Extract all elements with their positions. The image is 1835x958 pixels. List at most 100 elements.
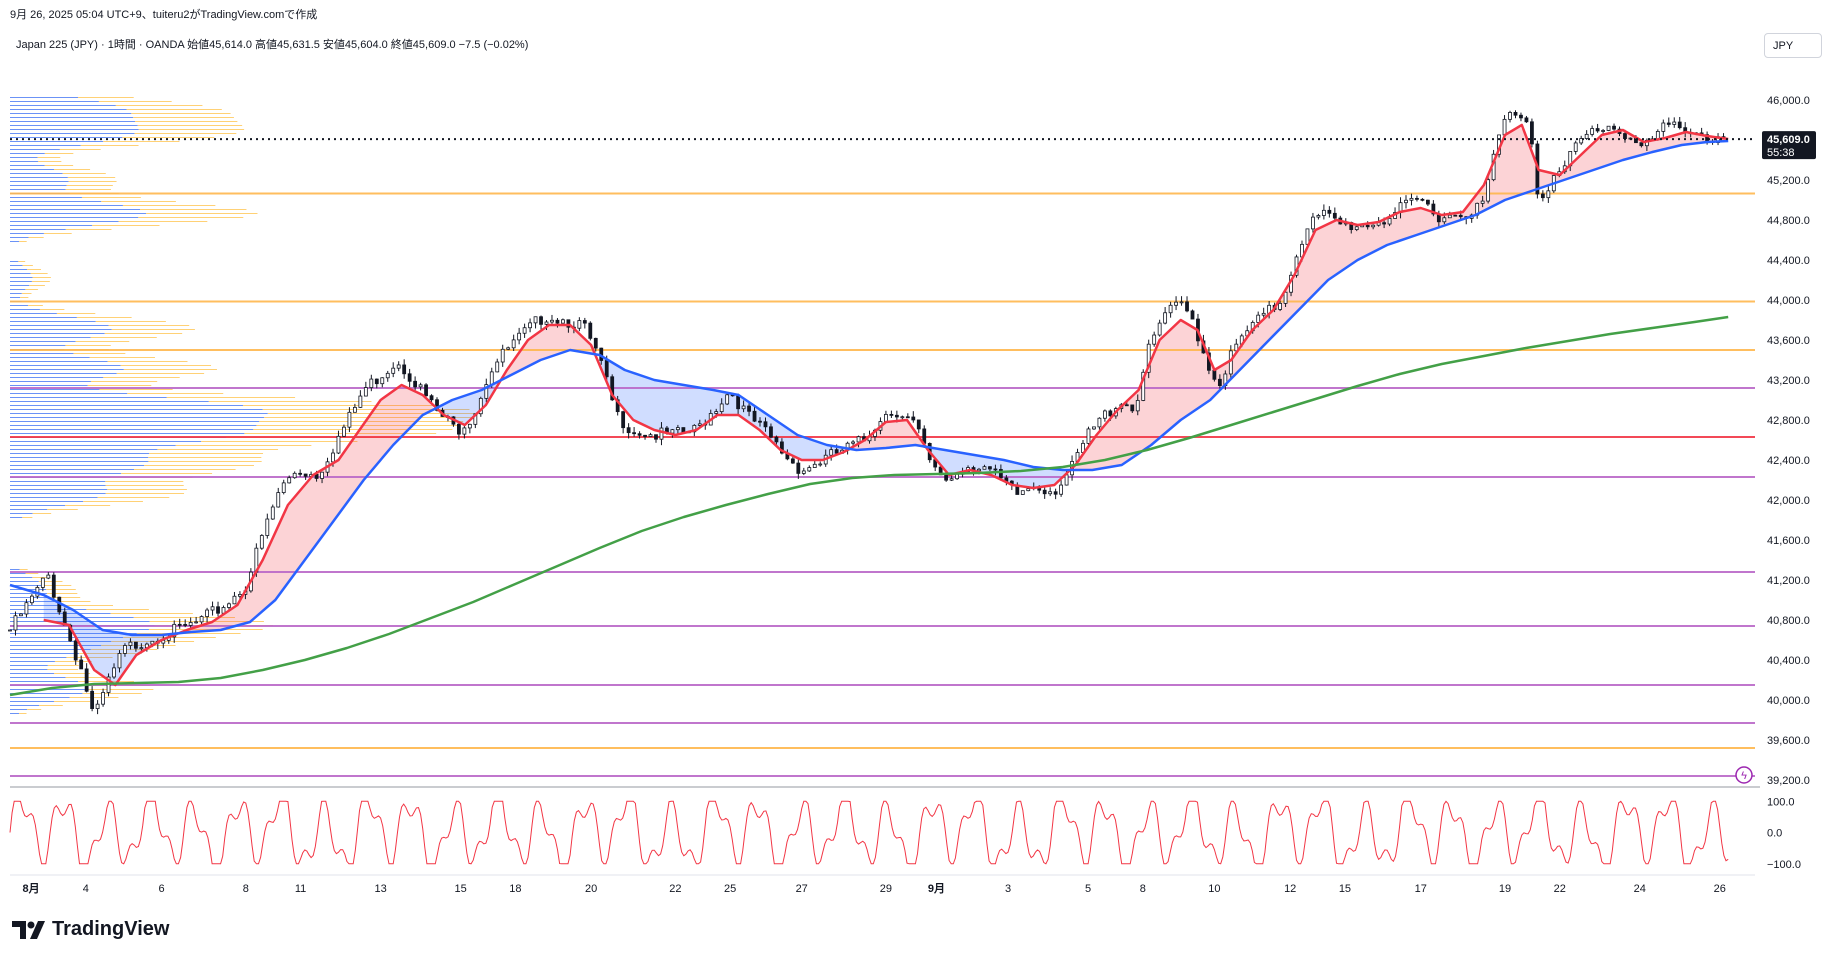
candle-body bbox=[495, 361, 500, 373]
candle-body bbox=[533, 316, 538, 324]
profile-bar-down bbox=[80, 145, 139, 146]
candle-body bbox=[818, 463, 823, 466]
candle-body bbox=[780, 441, 784, 454]
candle-body bbox=[396, 364, 401, 369]
candle-body bbox=[1480, 200, 1485, 204]
profile-bar-up bbox=[10, 645, 102, 646]
candle-body bbox=[719, 403, 724, 413]
profile-bar-down bbox=[175, 445, 312, 446]
profile-bar-up bbox=[10, 693, 83, 694]
oscillator-axis: 100.0 0.0 −100.0 bbox=[1767, 796, 1801, 871]
candle-body bbox=[407, 373, 412, 382]
candle-body bbox=[1174, 301, 1178, 306]
alert-lightning-icon[interactable] bbox=[1735, 766, 1753, 784]
candle-body bbox=[320, 471, 324, 479]
profile-bar-down bbox=[133, 117, 234, 118]
profile-bar-down bbox=[244, 433, 437, 434]
candle-body bbox=[1453, 214, 1458, 217]
candle-body bbox=[1442, 217, 1447, 223]
price-candles bbox=[8, 110, 1726, 715]
profile-bar-down bbox=[88, 689, 154, 690]
candle-body bbox=[790, 458, 795, 464]
candle-body bbox=[380, 377, 385, 385]
profile-bar-up bbox=[10, 365, 121, 366]
profile-bar-down bbox=[81, 197, 141, 198]
candle-body bbox=[632, 432, 636, 435]
candle-body bbox=[40, 577, 45, 588]
candle-body bbox=[714, 411, 719, 414]
time-axis[interactable]: 8月 4 6 8 11 13 15 18 20 22 25 27 29 9月 3 5 8 10 12 15 17 19 22… bbox=[10, 874, 1755, 895]
profile-bar-up bbox=[10, 141, 104, 142]
profile-bar-up bbox=[10, 309, 40, 310]
tradingview-logo[interactable]: TradingView bbox=[12, 918, 169, 941]
profile-bar-down bbox=[68, 181, 117, 182]
currency-selector[interactable]: JPY bbox=[1764, 33, 1822, 58]
symbol-legend[interactable]: Japan 225 (JPY) · 1時間 · OANDA 始値45,614.0… bbox=[16, 39, 529, 51]
price-tick-label: 42,800.0 bbox=[1767, 415, 1810, 427]
oscillator-pane bbox=[9, 800, 1729, 865]
profile-bar-up bbox=[10, 293, 22, 294]
profile-bar-up bbox=[10, 137, 123, 138]
bearish-fill bbox=[43, 595, 176, 685]
candle-body bbox=[199, 616, 204, 623]
time-tick-label: 6 bbox=[159, 883, 165, 895]
profile-bar-up bbox=[10, 389, 100, 390]
profile-bar-down bbox=[38, 581, 63, 582]
profile-bar-down bbox=[56, 313, 96, 314]
price-tick-label: 42,400.0 bbox=[1767, 455, 1810, 467]
profile-bar-up bbox=[10, 581, 39, 582]
candle-body bbox=[1371, 224, 1376, 228]
profile-bar-up bbox=[10, 417, 265, 418]
profile-bar-up bbox=[10, 113, 132, 114]
profile-bar-down bbox=[65, 189, 111, 190]
profile-bar-up bbox=[10, 385, 88, 386]
profile-bar-up bbox=[10, 713, 20, 714]
profile-bar-down bbox=[148, 629, 263, 630]
candle-body bbox=[1595, 128, 1600, 132]
profile-bar-down bbox=[47, 593, 78, 594]
profile-bar-up bbox=[10, 169, 55, 170]
candle-body bbox=[550, 319, 554, 323]
profile-bar-up bbox=[10, 705, 40, 706]
profile-bar-up bbox=[10, 441, 202, 442]
candle-body bbox=[889, 413, 894, 416]
profile-bar-up bbox=[10, 449, 158, 450]
profile-bar-up bbox=[10, 453, 150, 454]
time-tick-label: 15 bbox=[454, 883, 466, 895]
candle-body bbox=[298, 472, 303, 475]
candle-body bbox=[1059, 484, 1064, 495]
bullish-fill bbox=[180, 385, 433, 634]
profile-bar-up bbox=[10, 269, 28, 270]
candle-body bbox=[555, 319, 560, 324]
candle-body bbox=[402, 364, 407, 375]
candle-body bbox=[1086, 428, 1091, 444]
profile-bar-down bbox=[19, 713, 27, 714]
oscillator-tick-label: 100.0 bbox=[1767, 796, 1795, 808]
profile-bar-up bbox=[10, 397, 167, 398]
profile-bar-down bbox=[99, 389, 173, 390]
profile-bar-down bbox=[101, 201, 176, 202]
profile-bar-up bbox=[10, 621, 150, 622]
profile-bar-up bbox=[10, 297, 21, 298]
candle-body bbox=[342, 426, 346, 437]
time-tick-label: 26 bbox=[1714, 883, 1726, 895]
profile-bar-up bbox=[10, 289, 26, 290]
price-tick-label: 46,000.0 bbox=[1767, 95, 1810, 107]
candle-body bbox=[812, 463, 817, 468]
profile-bar-down bbox=[101, 645, 176, 646]
profile-bar-up bbox=[10, 185, 67, 186]
profile-bar-up bbox=[10, 421, 260, 422]
profile-bar-down bbox=[54, 661, 92, 662]
profile-bar-down bbox=[166, 397, 296, 398]
profile-bar-down bbox=[54, 601, 91, 602]
candle-body bbox=[774, 436, 779, 443]
candle-body bbox=[435, 399, 439, 411]
profile-bar-up bbox=[10, 361, 108, 362]
profile-bar-down bbox=[78, 681, 134, 682]
last-price-label: 45,609.0 bbox=[1767, 134, 1810, 146]
candle-body bbox=[807, 467, 812, 472]
profile-bar-up bbox=[10, 101, 99, 102]
profile-bar-down bbox=[89, 357, 155, 358]
price-axis[interactable]: 46,000.0 45,200.0 44,800.0 44,400.0 44,000.0… bbox=[1767, 95, 1810, 787]
candle-body bbox=[561, 319, 565, 324]
